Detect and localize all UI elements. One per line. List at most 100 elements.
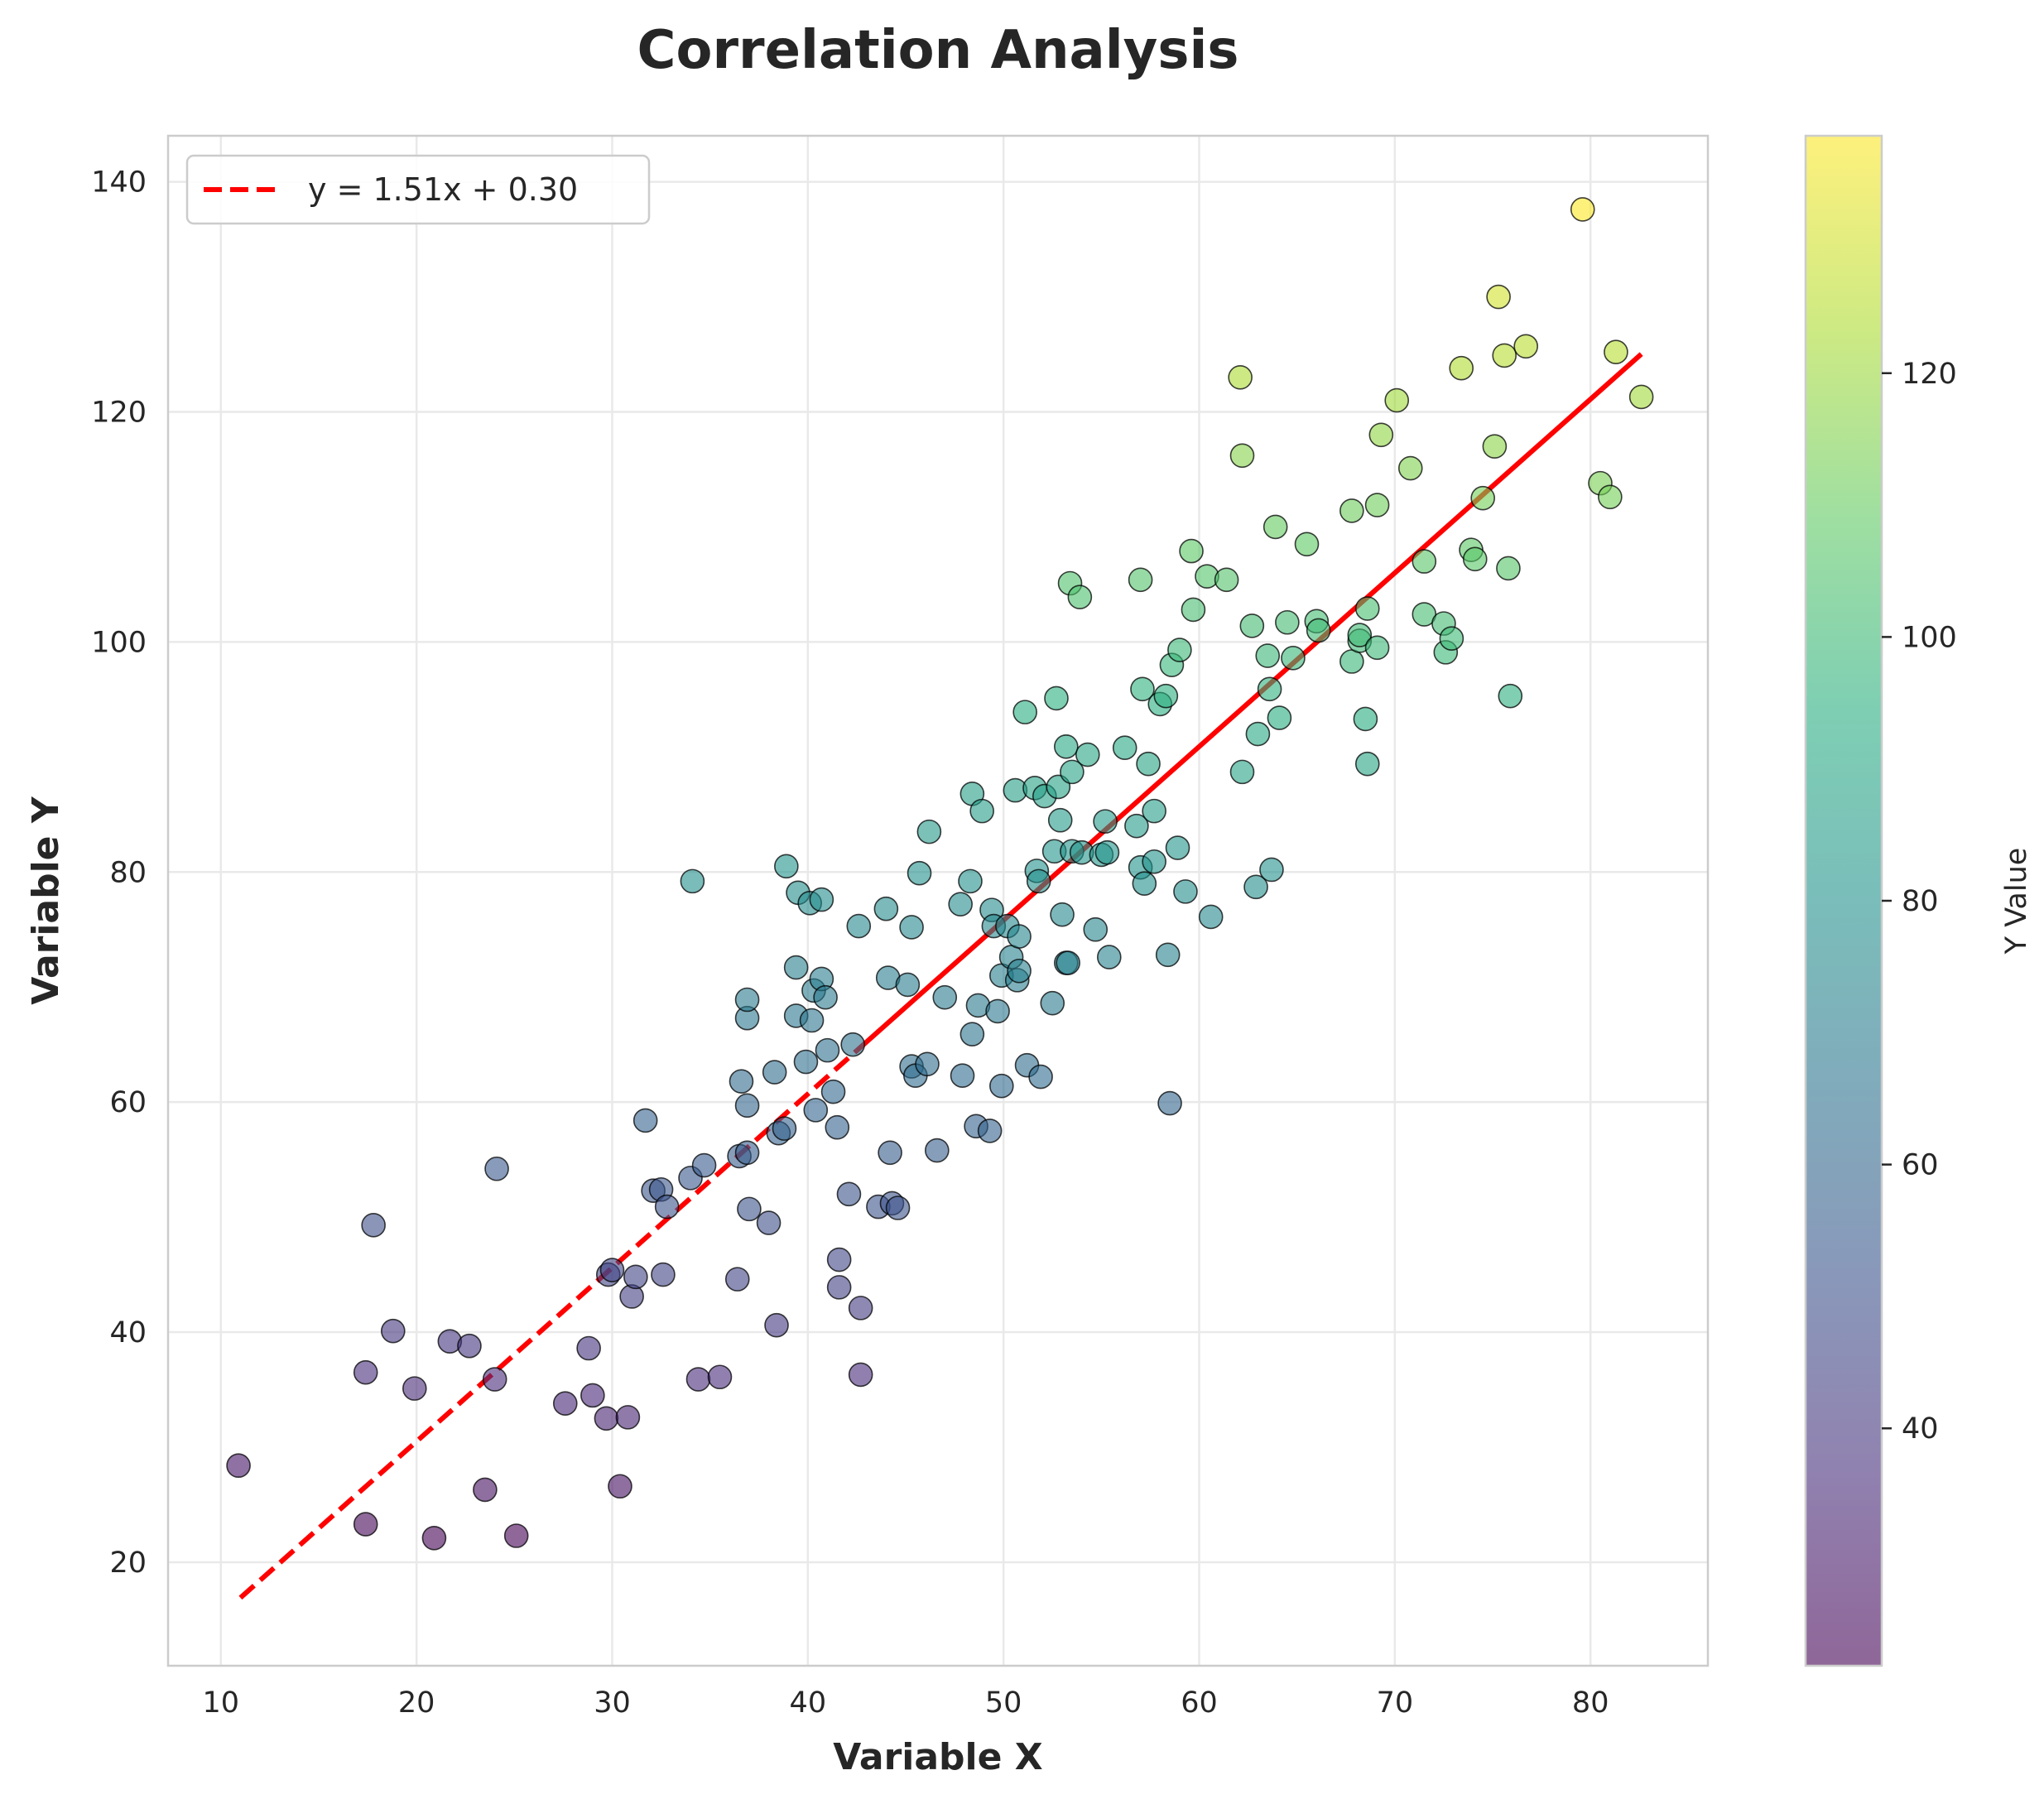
- data-point: [707, 1364, 733, 1390]
- data-point: [885, 1195, 911, 1220]
- data-point: [826, 1247, 852, 1272]
- data-point: [1229, 443, 1255, 469]
- data-point: [1096, 945, 1122, 969]
- y-axis-label: Variable Y: [25, 796, 67, 1005]
- data-point: [1083, 916, 1109, 942]
- data-point: [899, 915, 924, 940]
- data-point: [1047, 807, 1073, 833]
- data-point: [813, 984, 838, 1010]
- data-point: [932, 984, 958, 1010]
- data-point: [985, 998, 1010, 1024]
- fit-line: [238, 352, 1643, 1600]
- data-point: [1257, 676, 1282, 702]
- x-tick-label: 30: [594, 1686, 631, 1720]
- data-point: [1056, 950, 1080, 975]
- data-point: [580, 1383, 605, 1408]
- fit-line-dashed: [238, 1048, 858, 1600]
- data-point: [1482, 434, 1508, 459]
- data-point: [421, 1525, 447, 1551]
- y-tick-label: 120: [91, 396, 147, 429]
- data-point: [1060, 759, 1085, 785]
- data-point: [762, 1060, 787, 1085]
- data-point: [484, 1156, 509, 1181]
- data-point: [950, 1063, 975, 1088]
- data-point: [1255, 643, 1281, 668]
- data-point: [1486, 284, 1511, 310]
- data-point: [724, 1267, 750, 1292]
- data-point: [734, 1140, 760, 1166]
- colorbar-tick-label: 120: [1902, 358, 1957, 391]
- data-point: [576, 1335, 601, 1361]
- data-point: [1173, 879, 1198, 904]
- data-point: [848, 1362, 873, 1388]
- data-point: [1604, 339, 1628, 365]
- data-point: [691, 1152, 717, 1178]
- data-point: [737, 1196, 762, 1222]
- colorbar-tick-label: 80: [1902, 885, 1939, 918]
- data-point: [353, 1512, 378, 1537]
- data-point: [503, 1523, 529, 1548]
- data-point: [825, 1114, 850, 1140]
- data-point: [473, 1477, 498, 1503]
- data-point: [1007, 958, 1032, 984]
- data-point: [1275, 609, 1300, 635]
- data-point: [764, 1312, 789, 1338]
- data-point: [815, 1037, 840, 1063]
- data-point: [1262, 514, 1288, 540]
- data-point: [734, 987, 760, 1013]
- data-point: [1243, 874, 1268, 900]
- data-point: [623, 1264, 648, 1290]
- data-point: [552, 1391, 578, 1416]
- data-point: [615, 1405, 641, 1430]
- legend-box: [185, 154, 651, 225]
- data-point: [969, 798, 994, 824]
- data-point: [1132, 871, 1157, 896]
- data-point: [1179, 538, 1204, 564]
- y-tick-label: 40: [109, 1316, 147, 1349]
- colorbar-tick-label: 40: [1902, 1412, 1939, 1446]
- data-point: [826, 1275, 852, 1300]
- data-point: [948, 892, 973, 916]
- x-axis-ticks: 10 20 30 40 50 60 70 80: [203, 1686, 1609, 1720]
- data-point: [1354, 596, 1380, 621]
- x-tick-label: 20: [398, 1686, 435, 1720]
- x-tick-label: 80: [1572, 1686, 1609, 1720]
- data-point: [599, 1258, 625, 1282]
- data-point: [1449, 355, 1474, 381]
- x-tick-label: 60: [1181, 1686, 1218, 1720]
- chart-title: Correlation Analysis: [637, 20, 1239, 81]
- data-point: [895, 972, 921, 998]
- data-point: [799, 1008, 825, 1033]
- data-point: [1112, 735, 1137, 761]
- data-point: [1439, 626, 1464, 652]
- data-point: [651, 1262, 676, 1287]
- data-point: [1044, 686, 1069, 711]
- data-point: [1153, 683, 1179, 709]
- data-point: [1281, 646, 1306, 671]
- data-point: [1347, 623, 1373, 647]
- x-tick-label: 10: [203, 1686, 240, 1720]
- data-point: [1470, 485, 1496, 511]
- data-point: [840, 1032, 865, 1057]
- data-point: [1598, 484, 1623, 510]
- data-point: [1513, 334, 1539, 359]
- data-point: [1496, 556, 1521, 581]
- data-point: [1259, 857, 1284, 883]
- data-point: [1245, 721, 1271, 747]
- data-point: [1128, 567, 1153, 593]
- data-point: [402, 1376, 427, 1401]
- grid: [168, 136, 1708, 1666]
- data-point: [654, 1194, 680, 1220]
- data-point: [1050, 902, 1075, 927]
- data-point: [1124, 813, 1149, 839]
- data-point: [353, 1359, 378, 1385]
- data-point: [1028, 1064, 1053, 1090]
- data-point: [1294, 532, 1320, 557]
- data-point: [774, 854, 799, 879]
- data-point: [1093, 809, 1118, 834]
- data-point: [1007, 924, 1032, 949]
- data-point: [1165, 835, 1190, 860]
- data-point: [482, 1367, 507, 1392]
- data-point: [1239, 613, 1265, 638]
